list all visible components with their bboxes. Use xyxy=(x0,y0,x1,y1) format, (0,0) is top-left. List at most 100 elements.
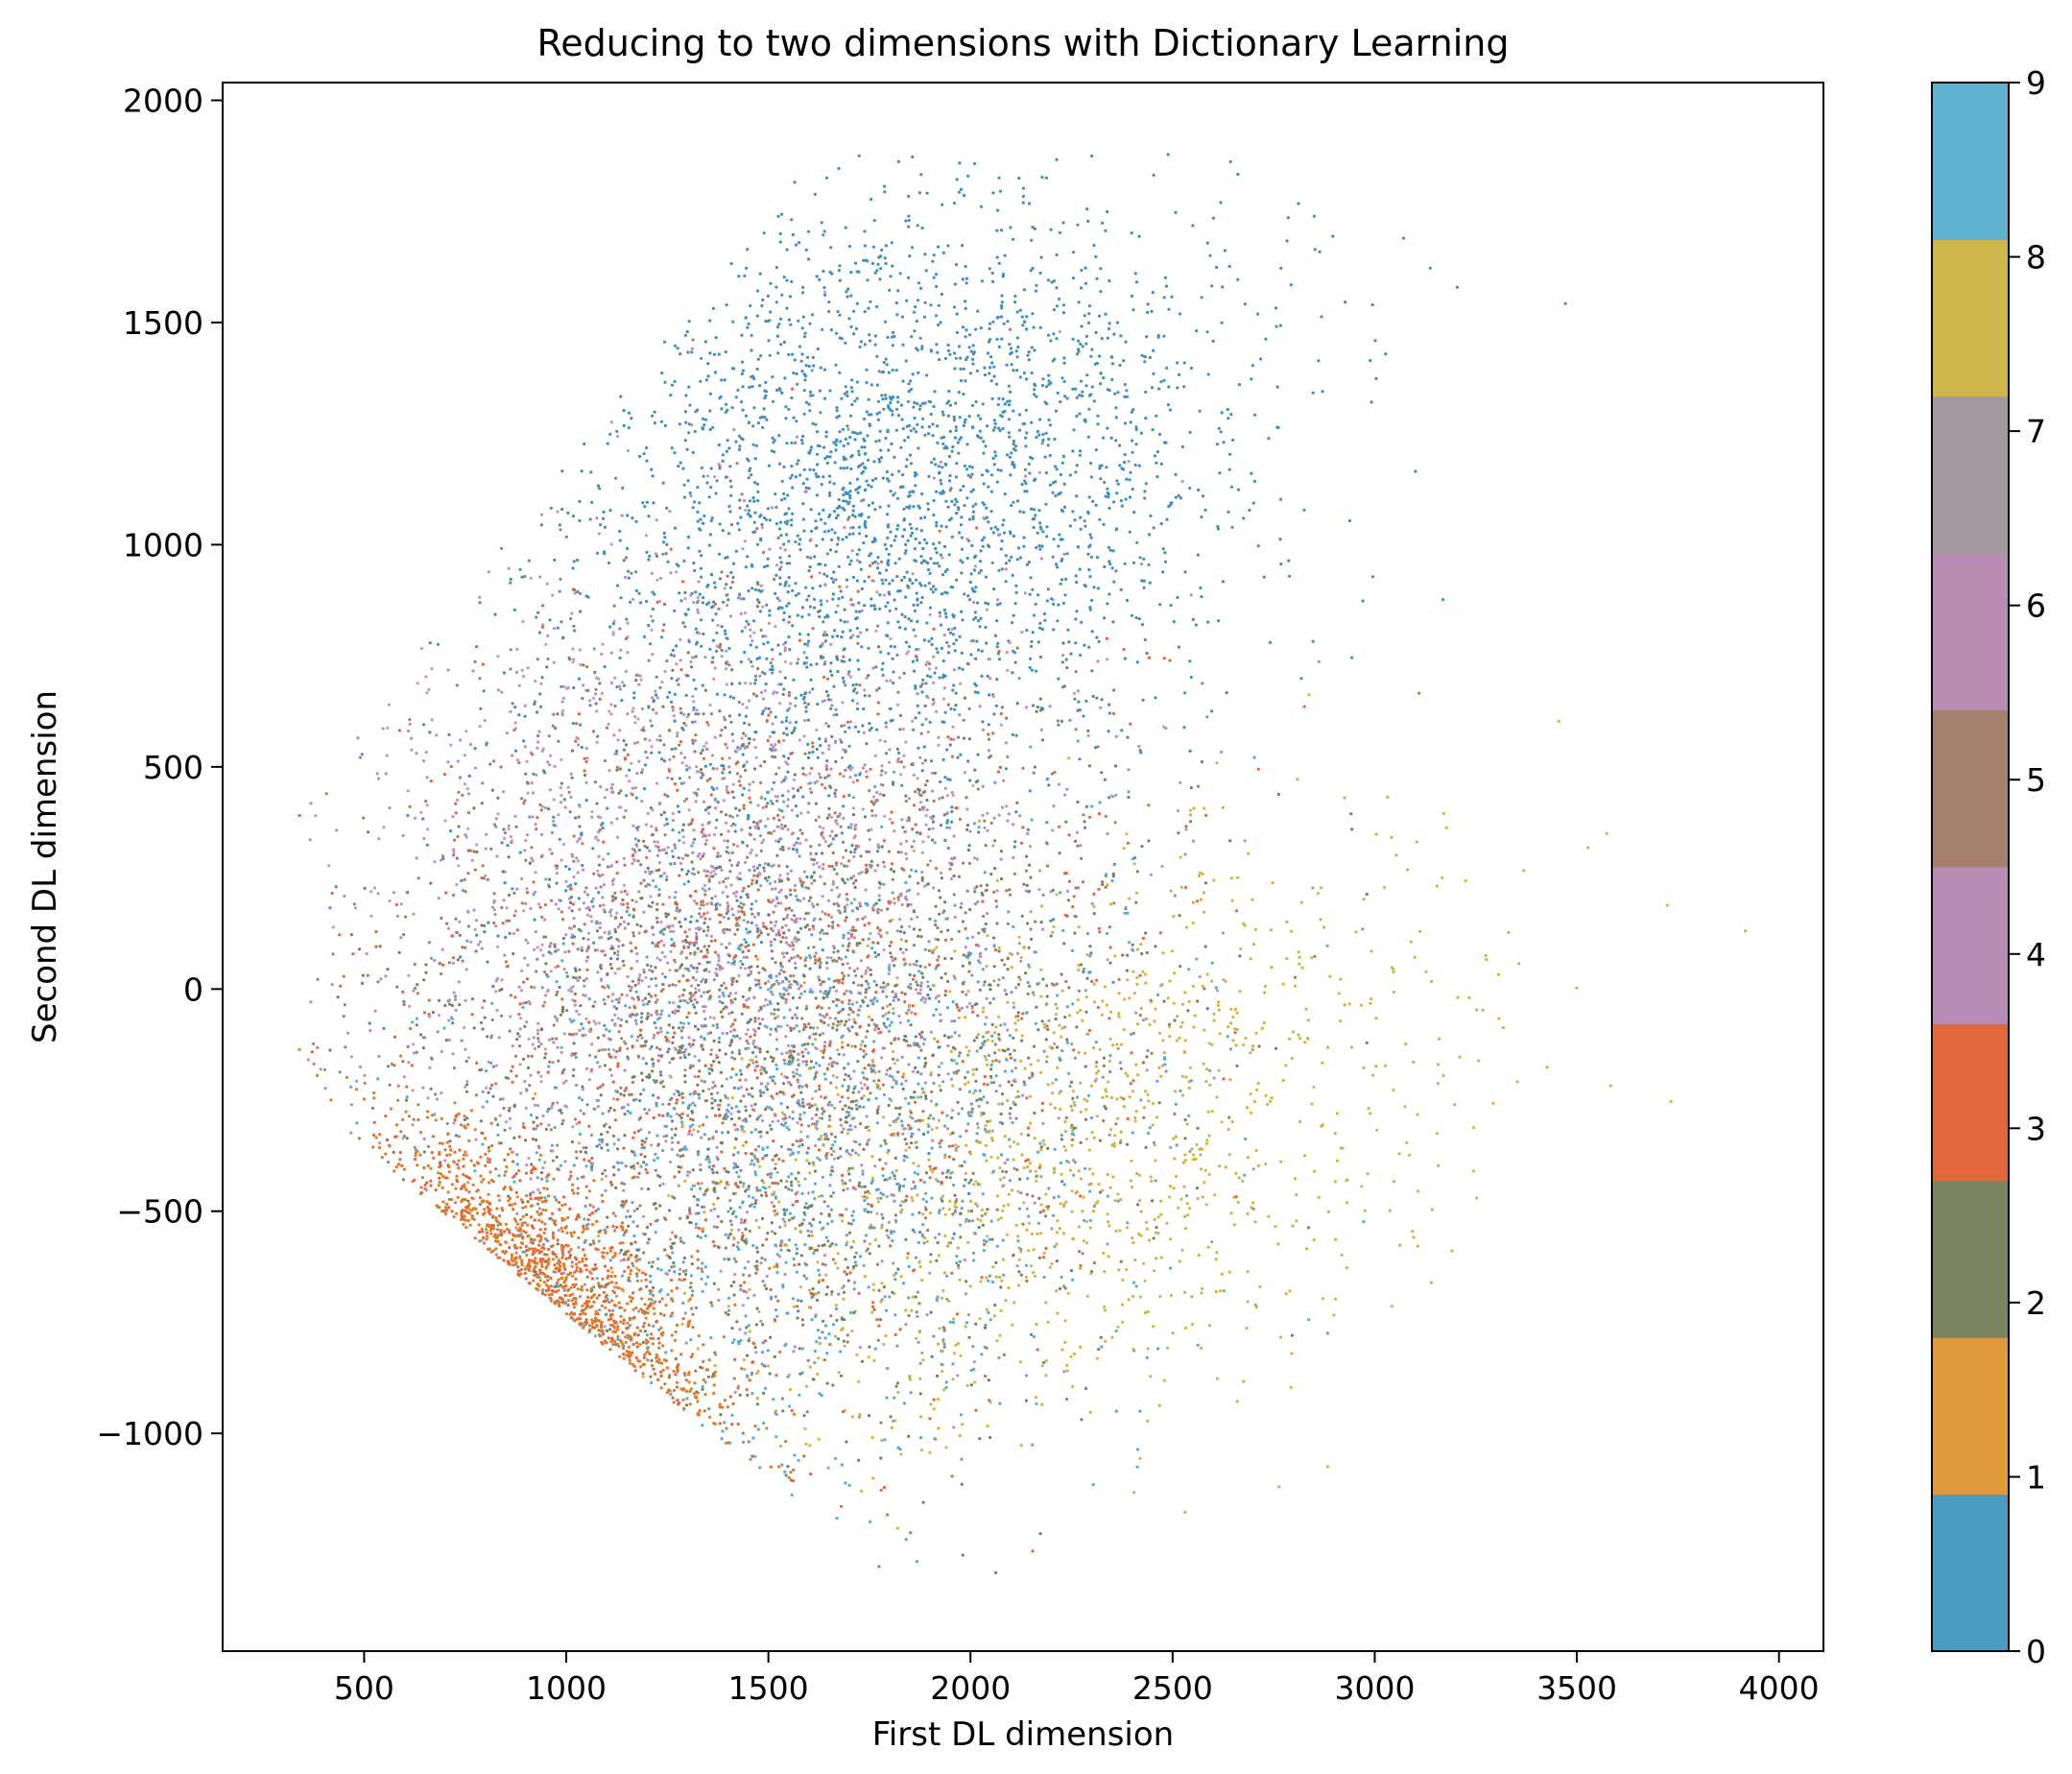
scatter-point xyxy=(936,925,940,930)
scatter-point xyxy=(1139,562,1144,566)
scatter-point xyxy=(638,601,643,605)
scatter-point xyxy=(1205,1139,1209,1142)
scatter-point xyxy=(495,1008,499,1013)
scatter-point xyxy=(961,244,965,248)
scatter-point xyxy=(758,384,762,388)
scatter-point xyxy=(464,835,468,839)
scatter-point xyxy=(1029,1264,1034,1268)
scatter-point xyxy=(771,755,774,758)
scatter-point xyxy=(450,1183,454,1187)
scatter-point xyxy=(1077,300,1081,304)
scatter-point xyxy=(893,770,896,774)
scatter-point xyxy=(827,977,831,981)
scatter-point xyxy=(447,1170,451,1174)
scatter-point xyxy=(926,993,930,997)
scatter-point xyxy=(890,955,893,959)
scatter-point xyxy=(696,787,701,791)
scatter-point xyxy=(799,1130,803,1134)
scatter-point xyxy=(824,1273,828,1277)
scatter-point xyxy=(1013,840,1017,844)
scatter-point xyxy=(633,837,637,841)
scatter-point xyxy=(551,1211,555,1215)
scatter-point xyxy=(1069,652,1073,656)
scatter-point xyxy=(762,407,766,411)
scatter-point xyxy=(366,973,369,977)
scatter-point xyxy=(1222,441,1226,444)
scatter-point xyxy=(1073,839,1078,844)
scatter-point xyxy=(667,984,672,988)
scatter-point xyxy=(1033,1201,1036,1205)
scatter-point xyxy=(920,425,924,429)
scatter-point xyxy=(1157,1403,1161,1407)
scatter-point xyxy=(675,662,679,666)
scatter-point xyxy=(912,927,917,931)
scatter-point xyxy=(416,983,419,987)
scatter-point xyxy=(831,592,836,596)
scatter-point xyxy=(910,845,914,849)
scatter-point xyxy=(597,1234,601,1238)
scatter-point xyxy=(970,1219,975,1223)
scatter-point xyxy=(706,474,710,478)
scatter-point xyxy=(708,647,712,651)
scatter-point xyxy=(749,833,752,837)
scatter-point xyxy=(1009,1052,1012,1056)
scatter-point xyxy=(737,1110,741,1114)
scatter-point xyxy=(884,1333,888,1338)
scatter-point xyxy=(1229,1007,1233,1011)
scatter-point xyxy=(812,1066,816,1069)
scatter-point xyxy=(522,980,526,984)
scatter-point xyxy=(856,983,861,987)
scatter-point xyxy=(804,486,808,490)
scatter-point xyxy=(788,562,792,565)
scatter-point xyxy=(697,712,701,716)
scatter-point xyxy=(776,214,780,218)
scatter-point xyxy=(593,670,597,675)
scatter-point xyxy=(850,1213,854,1217)
scatter-point xyxy=(983,826,987,829)
scatter-point xyxy=(1210,1110,1214,1114)
scatter-point xyxy=(910,1011,914,1015)
scatter-point xyxy=(804,956,808,960)
scatter-point xyxy=(1037,470,1041,474)
scatter-point xyxy=(857,1153,861,1157)
scatter-point xyxy=(652,878,655,883)
scatter-point xyxy=(1201,682,1204,685)
scatter-point xyxy=(540,943,544,947)
scatter-point xyxy=(638,1115,643,1119)
scatter-point xyxy=(965,538,969,541)
scatter-point xyxy=(961,1199,965,1203)
scatter-point xyxy=(529,576,533,580)
scatter-point xyxy=(1039,728,1043,732)
scatter-point xyxy=(962,953,965,957)
scatter-point xyxy=(596,869,600,873)
scatter-point xyxy=(929,1310,933,1314)
scatter-point xyxy=(938,470,941,474)
scatter-point xyxy=(1100,698,1104,702)
scatter-point xyxy=(610,1019,614,1022)
scatter-point xyxy=(709,1052,713,1056)
scatter-point xyxy=(1017,942,1021,946)
scatter-point xyxy=(993,425,997,429)
scatter-point xyxy=(953,1193,957,1197)
scatter-point xyxy=(517,1168,521,1173)
scatter-point xyxy=(504,1120,509,1124)
scatter-point xyxy=(823,563,827,567)
scatter-point xyxy=(969,1383,974,1387)
scatter-point xyxy=(475,850,479,854)
scatter-point xyxy=(556,965,560,969)
scatter-point xyxy=(841,1084,845,1088)
scatter-point xyxy=(500,841,504,845)
scatter-point xyxy=(953,707,957,711)
scatter-point xyxy=(1091,1210,1096,1213)
scatter-point xyxy=(782,1082,786,1086)
scatter-point xyxy=(1084,281,1087,285)
scatter-point xyxy=(931,827,935,830)
scatter-point xyxy=(572,624,576,628)
scatter-point xyxy=(637,1171,641,1175)
scatter-point xyxy=(526,791,530,795)
scatter-point xyxy=(736,521,740,525)
scatter-point xyxy=(885,634,889,637)
scatter-point xyxy=(985,1031,988,1035)
scatter-point xyxy=(1227,1270,1231,1274)
scatter-point xyxy=(729,493,733,497)
